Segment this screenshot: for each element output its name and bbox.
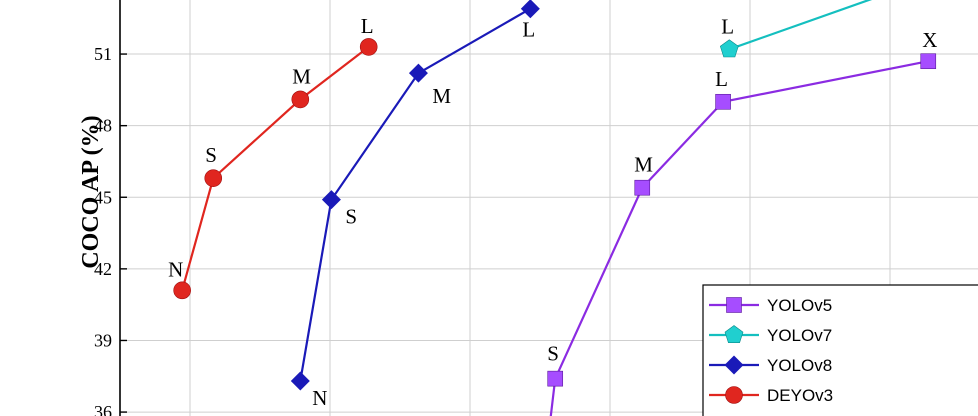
marker-circle (291, 90, 310, 109)
point-label: S (547, 342, 559, 366)
y-tick-label: 39 (94, 330, 112, 350)
point-label: L (361, 14, 374, 38)
series-layer: S M L X L N S M L N S M L (168, 0, 937, 416)
series-line (181, 46, 370, 291)
marker-diamond (724, 355, 744, 375)
marker-diamond (290, 371, 310, 391)
point-label: L (721, 14, 734, 38)
series-yolov5: S M L X (547, 28, 937, 416)
point-label: N (312, 386, 327, 410)
series-line (299, 7, 531, 382)
point-label: S (205, 143, 217, 167)
legend: YOLOv5 YOLOv7 YOLOv8 DEYOv3 (702, 284, 978, 416)
point-label: M (634, 153, 653, 177)
marker-circle (725, 386, 743, 404)
point-label: S (345, 205, 357, 229)
y-axis-title: COCO AP (%) (78, 115, 104, 268)
marker-circle (359, 38, 378, 56)
legend-label: YOLOv5 (767, 296, 832, 315)
legend-item-yolov7: YOLOv7 (709, 325, 832, 345)
y-tick-label: 45 (94, 187, 112, 207)
marker-diamond (520, 0, 540, 19)
point-label: M (292, 64, 311, 88)
marker-diamond (408, 63, 428, 83)
series-deyov3: N S M L (168, 14, 378, 300)
marker-square (726, 297, 742, 313)
legend-label: DEYOv3 (767, 386, 833, 405)
point-label: L (715, 67, 728, 91)
marker-pentagon (724, 325, 744, 344)
marker-square (920, 53, 937, 70)
point-label: L (522, 18, 535, 42)
series-yolov8: N S M L (290, 0, 540, 410)
y-tick-label: 42 (94, 259, 112, 279)
legend-label: YOLOv8 (767, 356, 832, 375)
legend-item-yolov5: YOLOv5 (709, 296, 832, 315)
marker-square (547, 370, 564, 387)
marker-circle (204, 169, 223, 187)
series-yolov7: L (719, 0, 873, 58)
series-line (728, 0, 873, 51)
point-label: N (168, 257, 183, 281)
marker-diamond (321, 190, 341, 210)
marker-square (634, 179, 651, 196)
y-axis: 36 39 42 45 48 51 (94, 44, 127, 416)
legend-label: YOLOv7 (767, 326, 832, 345)
marker-circle (173, 281, 191, 300)
y-tick-label: 48 (94, 116, 112, 136)
legend-item-deyov3: DEYOv3 (709, 386, 833, 405)
marker-square (715, 93, 731, 110)
y-tick-label: 36 (94, 402, 112, 416)
y-tick-label: 51 (94, 44, 112, 64)
marker-pentagon (719, 39, 739, 58)
point-label: X (922, 28, 937, 52)
point-label: M (432, 84, 451, 108)
legend-item-yolov8: YOLOv8 (709, 355, 832, 375)
